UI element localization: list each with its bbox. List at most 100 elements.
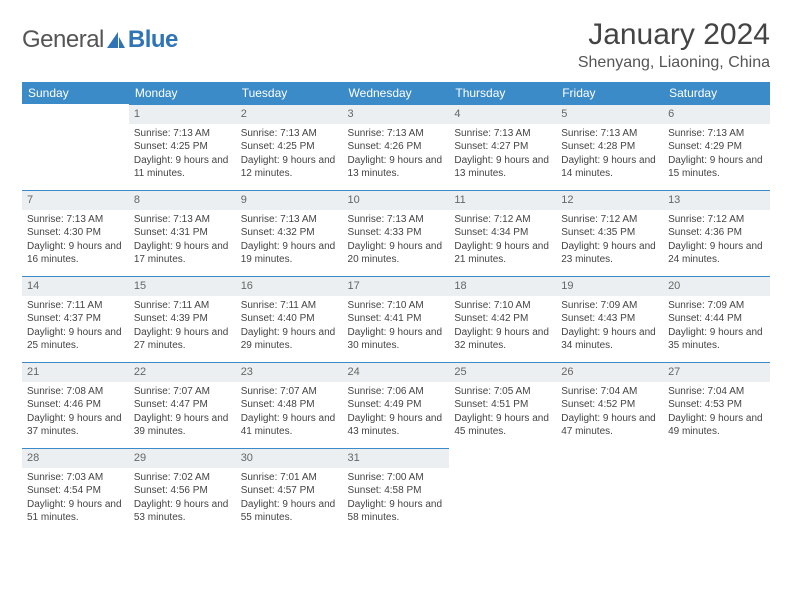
day-body: Sunrise: 7:08 AMSunset: 4:46 PMDaylight:… bbox=[22, 382, 129, 444]
sunrise-line: Sunrise: 7:02 AM bbox=[134, 471, 231, 485]
day-number: 18 bbox=[449, 276, 556, 296]
daylight-line: Daylight: 9 hours and 51 minutes. bbox=[27, 498, 124, 525]
day-number: 12 bbox=[556, 190, 663, 210]
daylight-line: Daylight: 9 hours and 20 minutes. bbox=[348, 240, 445, 267]
day-number: 6 bbox=[663, 104, 770, 124]
sunset-line: Sunset: 4:31 PM bbox=[134, 226, 231, 240]
calendar-cell: 8Sunrise: 7:13 AMSunset: 4:31 PMDaylight… bbox=[129, 190, 236, 276]
title-block: January 2024 Shenyang, Liaoning, China bbox=[578, 18, 770, 72]
calendar-cell: 27Sunrise: 7:04 AMSunset: 4:53 PMDayligh… bbox=[663, 362, 770, 448]
daylight-line: Daylight: 9 hours and 49 minutes. bbox=[668, 412, 765, 439]
sunset-line: Sunset: 4:56 PM bbox=[134, 484, 231, 498]
day-number: 24 bbox=[343, 362, 450, 382]
day-number: 30 bbox=[236, 448, 343, 468]
sunset-line: Sunset: 4:36 PM bbox=[668, 226, 765, 240]
day-body: Sunrise: 7:04 AMSunset: 4:52 PMDaylight:… bbox=[556, 382, 663, 444]
calendar-cell bbox=[663, 448, 770, 534]
calendar-cell: 6Sunrise: 7:13 AMSunset: 4:29 PMDaylight… bbox=[663, 104, 770, 190]
sunset-line: Sunset: 4:47 PM bbox=[134, 398, 231, 412]
sunrise-line: Sunrise: 7:13 AM bbox=[668, 127, 765, 141]
day-number: 13 bbox=[663, 190, 770, 210]
day-body: Sunrise: 7:13 AMSunset: 4:32 PMDaylight:… bbox=[236, 210, 343, 272]
weekday-header-row: SundayMondayTuesdayWednesdayThursdayFrid… bbox=[22, 82, 770, 104]
daylight-line: Daylight: 9 hours and 25 minutes. bbox=[27, 326, 124, 353]
day-body: Sunrise: 7:04 AMSunset: 4:53 PMDaylight:… bbox=[663, 382, 770, 444]
day-body: Sunrise: 7:01 AMSunset: 4:57 PMDaylight:… bbox=[236, 468, 343, 530]
day-number: 4 bbox=[449, 104, 556, 124]
day-body: Sunrise: 7:13 AMSunset: 4:28 PMDaylight:… bbox=[556, 124, 663, 186]
daylight-line: Daylight: 9 hours and 19 minutes. bbox=[241, 240, 338, 267]
sunrise-line: Sunrise: 7:07 AM bbox=[241, 385, 338, 399]
daylight-line: Daylight: 9 hours and 21 minutes. bbox=[454, 240, 551, 267]
weekday-header: Wednesday bbox=[343, 82, 450, 104]
daylight-line: Daylight: 9 hours and 35 minutes. bbox=[668, 326, 765, 353]
sunset-line: Sunset: 4:53 PM bbox=[668, 398, 765, 412]
sunrise-line: Sunrise: 7:13 AM bbox=[348, 213, 445, 227]
day-number: 3 bbox=[343, 104, 450, 124]
sunrise-line: Sunrise: 7:12 AM bbox=[561, 213, 658, 227]
calendar-cell: 25Sunrise: 7:05 AMSunset: 4:51 PMDayligh… bbox=[449, 362, 556, 448]
day-body: Sunrise: 7:13 AMSunset: 4:33 PMDaylight:… bbox=[343, 210, 450, 272]
sunrise-line: Sunrise: 7:07 AM bbox=[134, 385, 231, 399]
sunrise-line: Sunrise: 7:04 AM bbox=[561, 385, 658, 399]
day-number: 19 bbox=[556, 276, 663, 296]
day-body: Sunrise: 7:09 AMSunset: 4:44 PMDaylight:… bbox=[663, 296, 770, 358]
sunset-line: Sunset: 4:27 PM bbox=[454, 140, 551, 154]
sunrise-line: Sunrise: 7:03 AM bbox=[27, 471, 124, 485]
calendar-table: SundayMondayTuesdayWednesdayThursdayFrid… bbox=[22, 82, 770, 534]
calendar-cell bbox=[449, 448, 556, 534]
day-number: 7 bbox=[22, 190, 129, 210]
sunrise-line: Sunrise: 7:12 AM bbox=[454, 213, 551, 227]
daylight-line: Daylight: 9 hours and 47 minutes. bbox=[561, 412, 658, 439]
day-number: 20 bbox=[663, 276, 770, 296]
sunset-line: Sunset: 4:29 PM bbox=[668, 140, 765, 154]
sunset-line: Sunset: 4:51 PM bbox=[454, 398, 551, 412]
sunset-line: Sunset: 4:30 PM bbox=[27, 226, 124, 240]
sunrise-line: Sunrise: 7:10 AM bbox=[348, 299, 445, 313]
sunset-line: Sunset: 4:39 PM bbox=[134, 312, 231, 326]
day-number: 14 bbox=[22, 276, 129, 296]
sunrise-line: Sunrise: 7:13 AM bbox=[561, 127, 658, 141]
sunset-line: Sunset: 4:32 PM bbox=[241, 226, 338, 240]
header: General Blue January 2024 Shenyang, Liao… bbox=[22, 18, 770, 72]
weekday-header: Saturday bbox=[663, 82, 770, 104]
calendar-cell: 24Sunrise: 7:06 AMSunset: 4:49 PMDayligh… bbox=[343, 362, 450, 448]
sunset-line: Sunset: 4:28 PM bbox=[561, 140, 658, 154]
day-number: 9 bbox=[236, 190, 343, 210]
sunset-line: Sunset: 4:41 PM bbox=[348, 312, 445, 326]
sunset-line: Sunset: 4:43 PM bbox=[561, 312, 658, 326]
sunrise-line: Sunrise: 7:12 AM bbox=[668, 213, 765, 227]
day-number: 31 bbox=[343, 448, 450, 468]
sunrise-line: Sunrise: 7:09 AM bbox=[561, 299, 658, 313]
day-body: Sunrise: 7:07 AMSunset: 4:48 PMDaylight:… bbox=[236, 382, 343, 444]
daylight-line: Daylight: 9 hours and 13 minutes. bbox=[348, 154, 445, 181]
calendar-cell: 18Sunrise: 7:10 AMSunset: 4:42 PMDayligh… bbox=[449, 276, 556, 362]
sunset-line: Sunset: 4:25 PM bbox=[134, 140, 231, 154]
sunset-line: Sunset: 4:44 PM bbox=[668, 312, 765, 326]
day-body: Sunrise: 7:06 AMSunset: 4:49 PMDaylight:… bbox=[343, 382, 450, 444]
sunrise-line: Sunrise: 7:13 AM bbox=[27, 213, 124, 227]
daylight-line: Daylight: 9 hours and 27 minutes. bbox=[134, 326, 231, 353]
daylight-line: Daylight: 9 hours and 43 minutes. bbox=[348, 412, 445, 439]
day-body: Sunrise: 7:11 AMSunset: 4:40 PMDaylight:… bbox=[236, 296, 343, 358]
daylight-line: Daylight: 9 hours and 37 minutes. bbox=[27, 412, 124, 439]
daylight-line: Daylight: 9 hours and 16 minutes. bbox=[27, 240, 124, 267]
calendar-cell: 22Sunrise: 7:07 AMSunset: 4:47 PMDayligh… bbox=[129, 362, 236, 448]
sunrise-line: Sunrise: 7:11 AM bbox=[27, 299, 124, 313]
sunrise-line: Sunrise: 7:01 AM bbox=[241, 471, 338, 485]
daylight-line: Daylight: 9 hours and 34 minutes. bbox=[561, 326, 658, 353]
calendar-cell: 12Sunrise: 7:12 AMSunset: 4:35 PMDayligh… bbox=[556, 190, 663, 276]
sunset-line: Sunset: 4:37 PM bbox=[27, 312, 124, 326]
day-body: Sunrise: 7:12 AMSunset: 4:34 PMDaylight:… bbox=[449, 210, 556, 272]
calendar-cell: 5Sunrise: 7:13 AMSunset: 4:28 PMDaylight… bbox=[556, 104, 663, 190]
day-number: 27 bbox=[663, 362, 770, 382]
sunrise-line: Sunrise: 7:13 AM bbox=[241, 213, 338, 227]
day-body: Sunrise: 7:12 AMSunset: 4:36 PMDaylight:… bbox=[663, 210, 770, 272]
location-label: Shenyang, Liaoning, China bbox=[578, 54, 770, 72]
calendar-cell bbox=[556, 448, 663, 534]
day-body: Sunrise: 7:12 AMSunset: 4:35 PMDaylight:… bbox=[556, 210, 663, 272]
day-body: Sunrise: 7:13 AMSunset: 4:30 PMDaylight:… bbox=[22, 210, 129, 272]
calendar-cell: 14 Sunrise: 7:11 AMSunset: 4:37 PMDayligh… bbox=[22, 276, 129, 362]
calendar-cell: 2Sunrise: 7:13 AMSunset: 4:25 PMDaylight… bbox=[236, 104, 343, 190]
sunset-line: Sunset: 4:58 PM bbox=[348, 484, 445, 498]
